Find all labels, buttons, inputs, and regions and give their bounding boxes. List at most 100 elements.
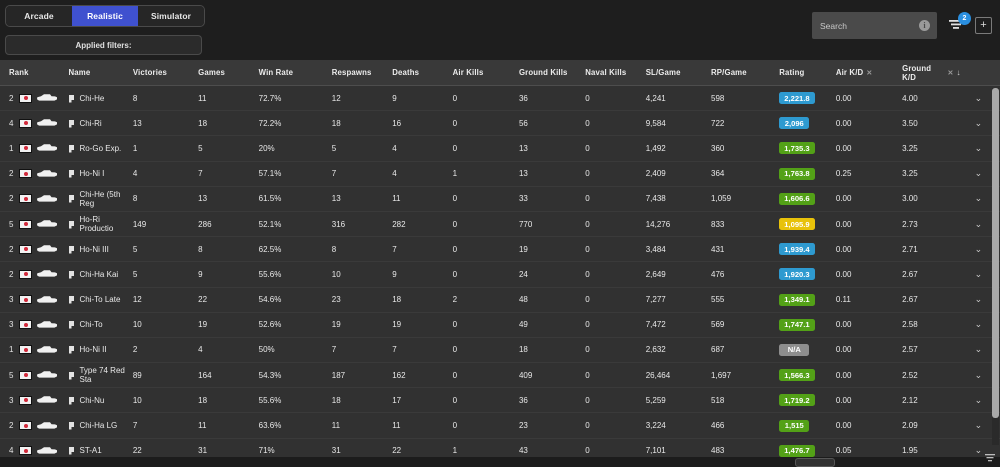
cell-naval-kills: 0 (585, 269, 590, 279)
country-flag-japan-icon (19, 370, 32, 380)
table-row[interactable]: 5 Ho-Ri Productio 149 286 52.1% 316 282 0 770 0 14… (0, 211, 1000, 238)
column-header-respawns[interactable]: Respawns (332, 68, 392, 77)
table-row[interactable]: 2 Chi-He (5th Reg 8 13 61.5% 13 11 0 33 0 7,438 1,0… (0, 186, 1000, 212)
cell-ground-kd: 3.25 (902, 143, 918, 153)
mode-tab-simulator[interactable]: Simulator (138, 6, 204, 26)
rating-badge: 1,515 (779, 419, 810, 432)
table-row[interactable]: 2 Ho-Ni III 5 8 62.5% 8 7 0 19 0 3,484 431 1,939.4 0.… (0, 237, 1000, 263)
column-header-sl-game[interactable]: SL/Game (646, 68, 711, 77)
table-row[interactable]: 1 Ro-Go Exp. 1 5 20% 5 4 0 13 0 1,492 360 1,735.3 0.0… (0, 136, 1000, 162)
filter-button[interactable]: 2 (947, 11, 971, 36)
add-column-button[interactable]: + (975, 17, 992, 34)
bottom-filter-button[interactable] (984, 449, 996, 467)
game-mode-tabs[interactable]: Arcade Realistic Simulator (5, 5, 205, 27)
chevron-down-icon: ⌄ (974, 344, 983, 355)
table-row[interactable]: 3 Chi-To 10 19 52.6% 19 19 0 49 0 7,472 569 1,747.1 0… (0, 312, 1000, 338)
cell-rating: 2,096 (779, 117, 836, 130)
sort-descending-icon[interactable]: ↓ (956, 68, 961, 77)
mode-tab-arcade[interactable]: Arcade (6, 6, 72, 26)
row-expand-button[interactable]: ⌄ (961, 118, 1000, 129)
cell-rp-game: 555 (711, 295, 725, 305)
column-header-name[interactable]: Name (68, 68, 132, 77)
close-icon[interactable]: ✕ (947, 69, 954, 77)
cell-rank: 3 (0, 320, 68, 330)
rank-number: 5 (9, 370, 14, 380)
table-row[interactable]: 2 Chi-Ha Kai 5 9 55.6% 10 9 0 24 0 2,649 476 1,920.3… (0, 262, 1000, 288)
cell-rank: 1 (0, 143, 68, 153)
table-row[interactable]: 2 Chi-He 8 11 72.7% 12 9 0 36 0 4,241 598 2,221.8 0.0… (0, 86, 1000, 112)
cell-ground-kills: 56 (518, 118, 528, 128)
cell-respawns: 31 (331, 446, 341, 456)
row-expand-button[interactable]: ⌄ (961, 319, 1000, 330)
cell-deaths: 22 (392, 446, 402, 456)
column-header-ground-kd[interactable]: Ground K/D ✕ ↓ (902, 64, 961, 82)
column-header-air-kills[interactable]: Air Kills (453, 68, 519, 77)
cell-games: 7 (198, 169, 203, 179)
column-header-win-rate[interactable]: Win Rate (259, 68, 332, 77)
row-expand-button[interactable]: ⌄ (961, 193, 1000, 204)
search-box[interactable]: i (812, 12, 937, 39)
cell-air-kd: 0.00 (835, 118, 852, 128)
column-header-games[interactable]: Games (198, 68, 258, 77)
row-expand-button[interactable]: ⌄ (961, 370, 1000, 381)
country-flag-japan-icon (19, 143, 32, 153)
table-row[interactable]: 5 Type 74 Red Sta 89 164 54.3% 187 162 0 409 0 26,… (0, 363, 1000, 389)
table-row[interactable]: 4 Chi-Ri 13 18 72.2% 18 16 0 56 0 9,584 722 2,096 0.0… (0, 111, 1000, 137)
table-row[interactable]: 1 Ho-Ni II 2 4 50% 7 7 0 18 0 2,632 687 N/A 0.00 2.57 ⌄ (0, 337, 1000, 364)
table-row[interactable]: 2 Chi-Ha LG 7 11 63.6% 11 11 0 23 0 3,224 466 1,515 0… (0, 413, 1000, 439)
row-expand-button[interactable]: ⌄ (961, 219, 1000, 230)
scrollbar-thumb[interactable] (992, 88, 999, 418)
column-header-air-kd[interactable]: Air K/D ✕ (836, 68, 902, 77)
vehicle-class-icon (69, 119, 75, 128)
row-expand-button[interactable]: ⌄ (961, 294, 1000, 305)
close-icon[interactable]: ✕ (866, 69, 873, 77)
chevron-down-icon: ⌄ (974, 319, 983, 330)
pagination-control[interactable] (795, 458, 835, 467)
info-icon[interactable]: i (919, 20, 930, 31)
cell-sl-game: 2,409 (645, 169, 666, 179)
cell-air-kills: 0 (452, 143, 458, 153)
cell-air-kills: 0 (452, 269, 458, 279)
column-header-deaths[interactable]: Deaths (392, 68, 452, 77)
row-expand-button[interactable]: ⌄ (961, 395, 1000, 406)
row-expand-button[interactable]: ⌄ (961, 445, 1000, 456)
row-expand-button[interactable]: ⌄ (961, 143, 1000, 154)
column-header-naval-kills[interactable]: Naval Kills (585, 68, 645, 77)
cell-rating: 1,920.3 (779, 268, 836, 281)
row-expand-button[interactable]: ⌄ (961, 168, 1000, 179)
table-row[interactable]: 2 Ho-Ni I 4 7 57.1% 7 4 1 13 0 2,409 364 1,763.8 0.25… (0, 161, 1000, 187)
column-header-rating[interactable]: Rating (779, 68, 836, 77)
cell-games: 8 (198, 244, 203, 254)
table-row[interactable]: 3 Chi-Nu 10 18 55.6% 18 17 0 36 0 5,259 518 1,719.2 0… (0, 388, 1000, 414)
cell-respawns: 13 (331, 194, 341, 204)
column-header-rp-game[interactable]: RP/Game (711, 68, 779, 77)
column-header-ground-kills[interactable]: Ground Kills (519, 68, 585, 77)
cell-victories: 5 (132, 244, 138, 254)
row-expand-button[interactable]: ⌄ (961, 269, 1000, 280)
cell-rating: 1,747.1 (779, 318, 836, 331)
country-flag-japan-icon (19, 194, 32, 204)
column-header-rank[interactable]: Rank (0, 68, 68, 77)
column-header-victories[interactable]: Victories (133, 68, 198, 77)
cell-rank: 5 (0, 370, 68, 380)
cell-ground-kills: 48 (518, 295, 528, 305)
row-expand-button[interactable]: ⌄ (961, 244, 1000, 255)
rank-number: 5 (9, 219, 14, 229)
row-expand-button[interactable]: ⌄ (961, 93, 1000, 104)
vehicle-class-icon (69, 296, 75, 304)
search-input[interactable] (820, 20, 929, 31)
cell-deaths: 282 (392, 219, 406, 229)
cell-air-kd: 0.25 (835, 169, 852, 179)
cell-games: 164 (198, 370, 212, 380)
vertical-scrollbar[interactable] (992, 88, 999, 445)
table-row[interactable]: 3 Chi-To Late 12 22 54.6% 23 18 2 48 0 7,277 555 1,3… (0, 287, 1000, 313)
cell-sl-game: 7,277 (645, 295, 666, 305)
vehicle-name-label: Ho-Ni III (79, 244, 109, 254)
cell-naval-kills: 0 (585, 295, 590, 305)
row-expand-button[interactable]: ⌄ (961, 420, 1000, 431)
rating-badge: 1,349.1 (779, 293, 815, 306)
mode-tab-realistic[interactable]: Realistic (72, 6, 138, 26)
row-expand-button[interactable]: ⌄ (961, 344, 1000, 355)
cell-sl-game: 26,464 (645, 370, 671, 380)
applied-filters-bar[interactable]: Applied filters: (5, 35, 202, 55)
